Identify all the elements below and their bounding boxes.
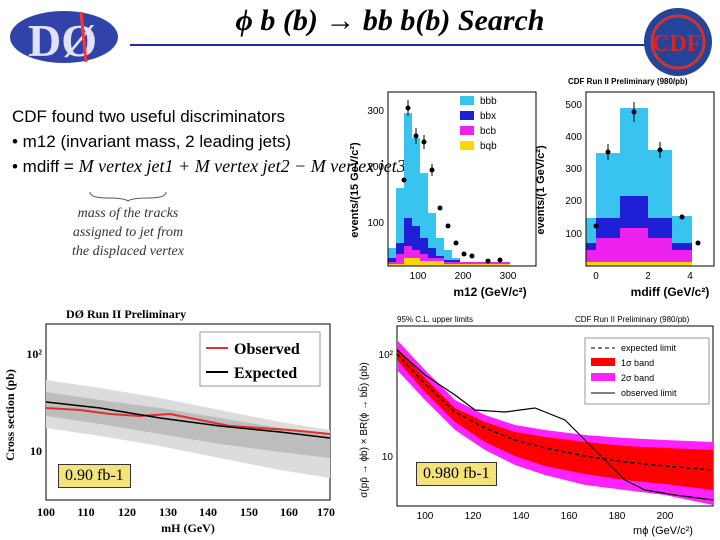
d0-lumi-label: 0.90 fb-1 — [58, 464, 131, 488]
cdf-limit-header-right: CDF Run II Preliminary (980/pb) — [575, 315, 690, 324]
mdiff-data-points — [593, 102, 701, 246]
cdf-mdiff-plot: CDF Run II Preliminary (980/pb) events/(… — [535, 78, 715, 299]
cdf-m12-plot: events/(15 GeV/c²) 100 200 300 100 200 3… — [350, 91, 537, 299]
mdiff-formula: M vertex jet1 + M vertex jet2 − M vertex… — [78, 156, 406, 176]
m12-ytick: 200 — [367, 162, 384, 173]
cdf-logo: CDF — [644, 8, 712, 76]
svg-text:160: 160 — [280, 505, 298, 519]
svg-text:120: 120 — [465, 511, 482, 522]
m12-xlabel: m12 (GeV/c²) — [453, 285, 526, 299]
d0-header: DØ Run II Preliminary — [66, 307, 186, 321]
annotation-line-3: the displaced vertex — [72, 244, 184, 259]
cdf-limit-ytick: 10² — [379, 350, 394, 361]
annotation-line-2: assigned to jet from — [72, 225, 184, 240]
m12-xtick: 300 — [500, 271, 517, 282]
legend-bqb: bqb — [480, 141, 497, 152]
mdiff-ytick: 400 — [565, 132, 582, 143]
d0-observed-line — [45, 407, 331, 435]
cdf-lumi-label: 0.980 fb-1 — [416, 462, 497, 486]
svg-text:130: 130 — [159, 505, 177, 519]
svg-text:180: 180 — [609, 511, 626, 522]
cdf-logo-text: CDF — [652, 31, 701, 57]
mdiff-label: • mdiff = — [12, 157, 74, 176]
d0-inner-band — [46, 392, 330, 458]
cdf-limit-plot: 95% C.L. upper limits CDF Run II Prelimi… — [357, 315, 714, 537]
cdf-limit-legend: expected limit 1σ band 2σ band observed … — [584, 337, 710, 405]
cdf-1sigma-band — [397, 348, 713, 490]
mdiff-stack — [586, 108, 692, 266]
mdiff-ytick: 300 — [565, 164, 582, 175]
cdf-observed-line — [396, 349, 714, 501]
mdiff-frame — [585, 91, 715, 267]
text-line-2: • m12 (invariant mass, 2 leading jets) — [12, 132, 292, 151]
title-divider — [130, 44, 650, 46]
legend-expected: Expected — [234, 365, 297, 382]
m12-stack — [388, 113, 510, 266]
d0-xticks: 100 110 120 130 140 150 160 170 — [37, 505, 335, 519]
legend-bcb: bcb — [480, 126, 497, 137]
m12-xtick: 100 — [410, 271, 427, 282]
m12-ytick: 300 — [367, 106, 384, 117]
d0-ylabel: Cross section (pb) — [3, 369, 17, 461]
mdiff-xtick: 4 — [687, 271, 693, 282]
legend-bbx: bbx — [480, 111, 496, 122]
d0-logo: DØ — [6, 4, 126, 66]
text-line-1: CDF found two useful discriminators — [12, 107, 286, 126]
svg-text:140: 140 — [199, 505, 217, 519]
legend-observed: Observed — [234, 341, 300, 358]
svg-text:170: 170 — [317, 505, 335, 519]
d0-expected-line — [45, 401, 331, 439]
svg-text:150: 150 — [240, 505, 258, 519]
d0-ytick: 10² — [26, 347, 42, 361]
cdf-limit-ytick: 10 — [382, 452, 394, 463]
cdf-limit-xticks: 100 120 140 160 180 200 — [417, 511, 674, 522]
mdiff-xtick: 2 — [645, 271, 651, 282]
m12-legend: bbb bbx bcb bqb — [460, 96, 497, 152]
svg-text:110: 110 — [77, 505, 94, 519]
mdiff-ytick: 200 — [565, 196, 582, 207]
m12-ylabel: events/(15 GeV/c²) — [350, 142, 361, 238]
svg-text:140: 140 — [513, 511, 530, 522]
d0-xlabel: mH (GeV) — [161, 521, 215, 535]
svg-text:100: 100 — [37, 505, 55, 519]
mdiff-ytick: 500 — [565, 100, 582, 111]
annotation-line-1: mass of the tracks — [77, 206, 179, 221]
text-block: CDF found two useful discriminators • m1… — [12, 104, 406, 179]
legend-observed-limit: observed limit — [621, 388, 677, 398]
svg-text:120: 120 — [118, 505, 136, 519]
cdf-limit-header-left: 95% C.L. upper limits — [397, 315, 473, 324]
legend-expected-limit: expected limit — [621, 343, 677, 353]
m12-frame — [387, 91, 537, 267]
d0-ytick: 10 — [30, 444, 42, 458]
text-line-3: • mdiff = M vertex jet1 + M vertex jet2 … — [12, 154, 406, 179]
legend-2sigma: 2σ band — [621, 373, 654, 383]
m12-ytick: 100 — [367, 218, 384, 229]
svg-text:200: 200 — [657, 511, 674, 522]
annotation: mass of the tracks assigned to jet from … — [48, 204, 208, 261]
legend-bbb: bbb — [480, 96, 497, 107]
cdf-header: CDF Run II Preliminary (980/pb) — [568, 78, 688, 86]
m12-data-points — [401, 100, 503, 264]
mdiff-ytick: 100 — [565, 229, 582, 240]
d0-limit-plot: DØ Run II Preliminary Cross section (pb)… — [3, 307, 335, 535]
d0-legend: Observed Expected — [199, 331, 321, 387]
brace-icon — [89, 191, 167, 202]
slide-title: ϕ b (b) → bb b(b) Search — [235, 4, 545, 37]
mdiff-xlabel: mdiff (GeV/c²) — [631, 285, 710, 299]
mdiff-xtick: 0 — [593, 271, 599, 282]
legend-1sigma: 1σ band — [621, 358, 654, 368]
m12-xtick: 200 — [455, 271, 472, 282]
cdf-limit-xlabel: mϕ (GeV/c²) — [633, 525, 693, 537]
cdf-expected-line — [396, 353, 714, 471]
cdf-limit-ylabel: σ(pp̄ → ϕb) × BR(ϕ → bb̄) (pb) — [357, 362, 370, 497]
mdiff-ylabel: events/(1 GeV/c²) — [535, 145, 547, 235]
svg-text:100: 100 — [417, 511, 434, 522]
svg-text:160: 160 — [561, 511, 578, 522]
